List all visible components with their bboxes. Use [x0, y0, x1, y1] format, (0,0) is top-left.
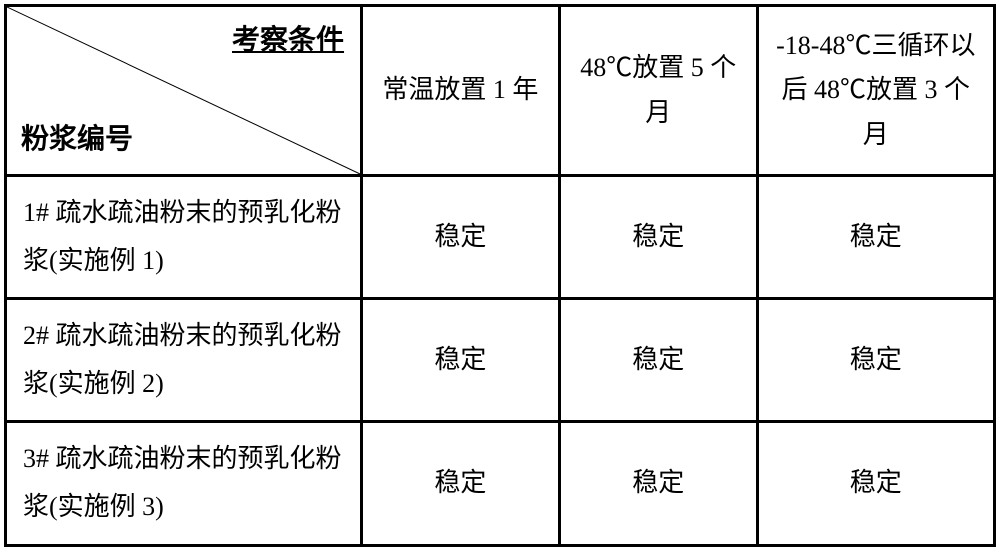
- cell-value: 稳定: [362, 422, 560, 545]
- header-left-label: 粉浆编号: [21, 116, 133, 164]
- column-header-2: 48℃放置 5 个月: [559, 6, 757, 176]
- header-top-label: 考察条件: [232, 17, 344, 65]
- row-label: 1# 疏水疏油粉末的预乳化粉浆(实施例 1): [6, 176, 362, 299]
- cell-value: 稳定: [757, 422, 994, 545]
- table-container: 考察条件 粉浆编号 常温放置 1 年 48℃放置 5 个月 -18-48℃三循环…: [0, 0, 1000, 547]
- table-row: 3# 疏水疏油粉末的预乳化粉浆(实施例 3) 稳定 稳定 稳定: [6, 422, 995, 545]
- row-label: 3# 疏水疏油粉末的预乳化粉浆(实施例 3): [6, 422, 362, 545]
- table-row: 1# 疏水疏油粉末的预乳化粉浆(实施例 1) 稳定 稳定 稳定: [6, 176, 995, 299]
- header-row: 考察条件 粉浆编号 常温放置 1 年 48℃放置 5 个月 -18-48℃三循环…: [6, 6, 995, 176]
- cell-value: 稳定: [559, 299, 757, 422]
- column-header-3: -18-48℃三循环以后 48℃放置 3 个月: [757, 6, 994, 176]
- stability-table: 考察条件 粉浆编号 常温放置 1 年 48℃放置 5 个月 -18-48℃三循环…: [4, 4, 996, 547]
- row-label: 2# 疏水疏油粉末的预乳化粉浆(实施例 2): [6, 299, 362, 422]
- cell-value: 稳定: [559, 422, 757, 545]
- cell-value: 稳定: [362, 176, 560, 299]
- table-row: 2# 疏水疏油粉末的预乳化粉浆(实施例 2) 稳定 稳定 稳定: [6, 299, 995, 422]
- cell-value: 稳定: [757, 299, 994, 422]
- corner-cell: 考察条件 粉浆编号: [6, 6, 362, 176]
- cell-value: 稳定: [559, 176, 757, 299]
- column-header-1: 常温放置 1 年: [362, 6, 560, 176]
- cell-value: 稳定: [362, 299, 560, 422]
- cell-value: 稳定: [757, 176, 994, 299]
